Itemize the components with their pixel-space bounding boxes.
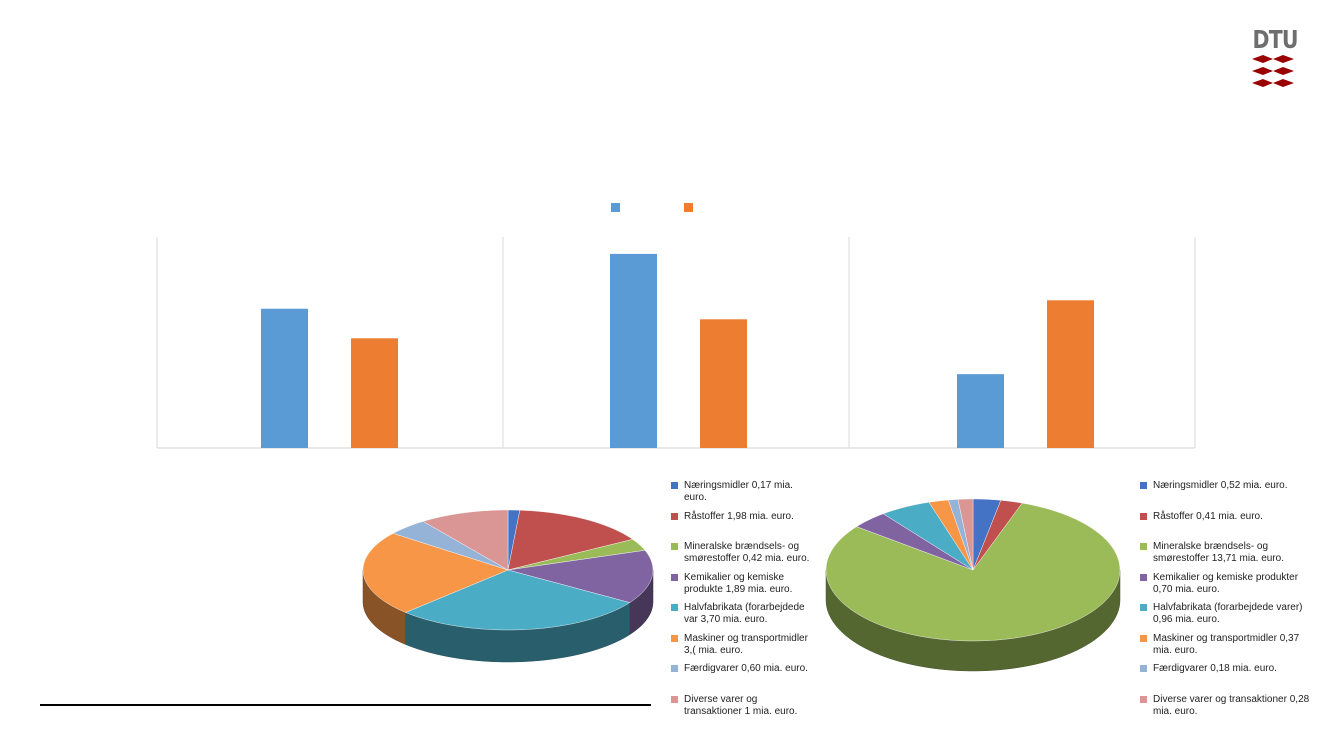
pie-slice-3 [507,539,646,571]
legend-swatch [1140,482,1147,489]
bar-series-2-cat-2 [700,319,747,448]
pie-chart-1-legend: Næringsmidler 0,17 mia. euro. Råstoffer 1… [671,480,816,720]
bar-series-2-cat-1 [351,338,398,448]
bar-chart [156,203,1196,449]
legend-label: Mineralske brændsels- og smørestoffer 13… [1153,541,1284,564]
logo-wave [1252,55,1294,63]
pie-chart-1 [362,509,654,663]
pie-slice-5 [405,569,631,631]
legend-label: Kemikalier og kemiske produkte 1,89 mia.… [684,571,793,595]
legend-label: Diverse varer og transaktioner 1 mia. eu… [684,693,798,717]
legend-label: Maskiner og transportmidler 3,( mia. eur… [684,632,808,656]
legend-label: Råstoffer 1,98 mia. euro. [684,510,794,522]
bar-chart-legend [611,203,693,212]
legend-swatch [671,543,678,550]
pie-chart-2-legend: Næringsmidler 0,52 mia. euro. Råstoffer 0… [1140,480,1315,720]
pie-slice-6 [362,533,509,613]
legend-swatch [671,604,678,611]
pie-slice-3 [825,502,1121,642]
legend-label: Færdigvarer 0,18 mia. euro. [1153,663,1277,674]
legend-swatch [1140,604,1147,611]
legend-swatch [671,573,678,581]
pie-slice-8 [422,509,509,571]
bar-series-1-cat-3 [957,374,1004,448]
pie-slice-8 [957,498,974,571]
pie-slice-7 [392,521,509,571]
legend-label: Næringsmidler 0,17 mia. euro. [684,480,793,503]
legend-label: Råstoffer 0,41 mia. euro. [1153,510,1263,522]
legend-swatch [1140,573,1147,581]
legend-swatch-series-1 [611,203,620,212]
legend-swatch-series-2 [684,203,693,212]
legend-label: Halvfabrikata (forarbejdede varer) 0,96 … [1153,602,1303,625]
pie-slice-4 [507,550,654,603]
bar-series-2-cat-3 [1047,300,1094,448]
pie-chart-2 [825,498,1121,672]
legend-label: Mineralske brændsels- og smørestoffer 0,… [684,541,810,564]
bar-chart-grid [156,237,1196,449]
legend-label: Diverse varer og transaktioner 0,28 mia.… [1153,693,1310,717]
dtu-logo: DTU [1248,25,1299,94]
legend-swatch [671,665,678,672]
legend-swatch [671,634,678,642]
legend-label: Næringsmidler 0,52 mia. euro. [1153,480,1288,491]
legend-swatch [1140,543,1147,550]
legend-label: Maskiner og transportmidler 0,37 mia. eu… [1153,632,1300,656]
logo-waves-icon [1252,55,1294,87]
logo-text: DTU [1252,25,1299,54]
bar-series-1-cat-2 [610,253,657,448]
logo-wave [1252,79,1294,87]
logo-wave [1252,67,1294,75]
legend-swatch [1140,665,1147,672]
pie-slice-2 [507,509,634,571]
legend-swatch [1140,512,1147,520]
legend-swatch [671,695,678,703]
bottom-rule [40,704,651,706]
legend-label: Halvfabrikata (forarbejdede var 3,70 mia… [684,602,805,625]
legend-label: Færdigvarer 0,60 mia. euro. [684,663,808,674]
legend-swatch [671,482,678,489]
legend-swatch [1140,634,1147,642]
bar-series-1-cat-1 [261,308,308,448]
legend-label: Kemikalier og kemiske produkter 0,70 mia… [1153,571,1299,595]
legend-swatch [1140,695,1147,703]
pie-slice-4 [856,513,974,571]
pie-slice-5 [882,502,974,571]
bar-chart-bars [261,253,1094,448]
legend-swatch [671,512,678,520]
